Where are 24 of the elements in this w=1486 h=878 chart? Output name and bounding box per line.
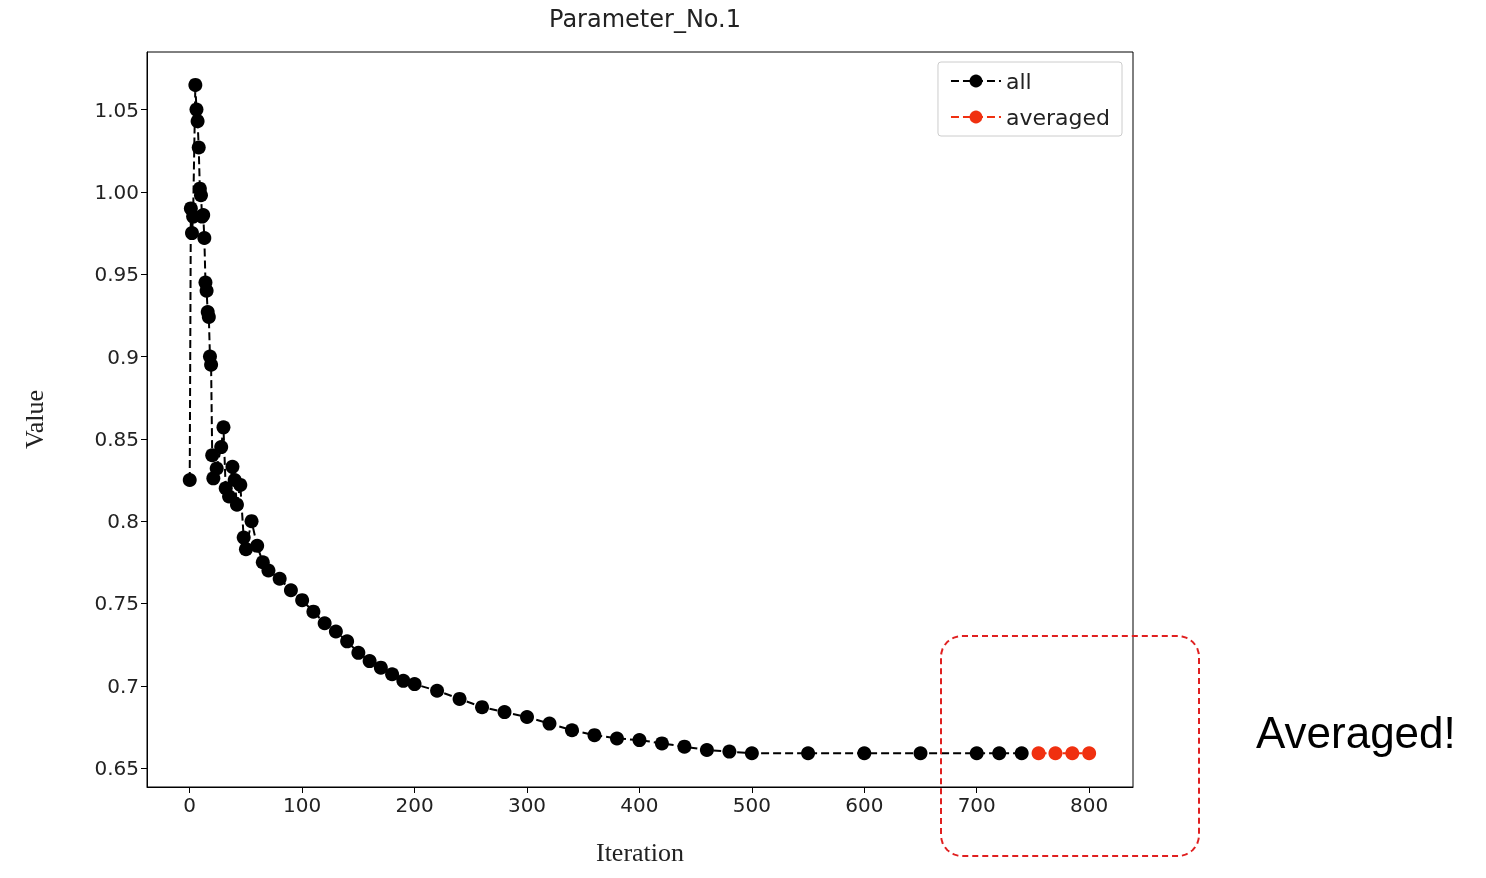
legend-label: all [1005, 68, 1032, 94]
legend-label: averaged [1005, 104, 1110, 130]
y-tick-label: 0.75 [94, 591, 139, 616]
y-axis-title: Value [19, 389, 49, 450]
x-tick-label: 500 [732, 793, 771, 817]
y-tick-label: 0.9 [107, 344, 139, 369]
y-tick-label: 0.95 [94, 262, 139, 287]
y-tick-label: 0.65 [94, 756, 139, 781]
text: Averaged! [1256, 708, 1456, 758]
x-tick-label: 200 [395, 793, 434, 817]
x-tick-label: 700 [957, 793, 996, 817]
y-tick-label: 0.85 [94, 426, 139, 451]
chart-title: Parameter_No.1 [549, 5, 741, 33]
x-tick-label: 400 [620, 793, 659, 817]
x-tick-label: 300 [507, 793, 547, 817]
x-tick-label: 600 [845, 793, 884, 817]
x-tick-label: 100 [283, 793, 322, 817]
y-tick-label: 0.7 [107, 673, 139, 698]
y-tick-label: 1.05 [94, 97, 139, 122]
x-tick-label: 800 [1070, 793, 1109, 817]
y-tick-label: 1.00 [94, 179, 139, 204]
y-tick-label: 0.8 [107, 509, 139, 534]
x-axis-title: Iteration [595, 837, 685, 867]
x-tick-label: 0 [183, 793, 197, 817]
